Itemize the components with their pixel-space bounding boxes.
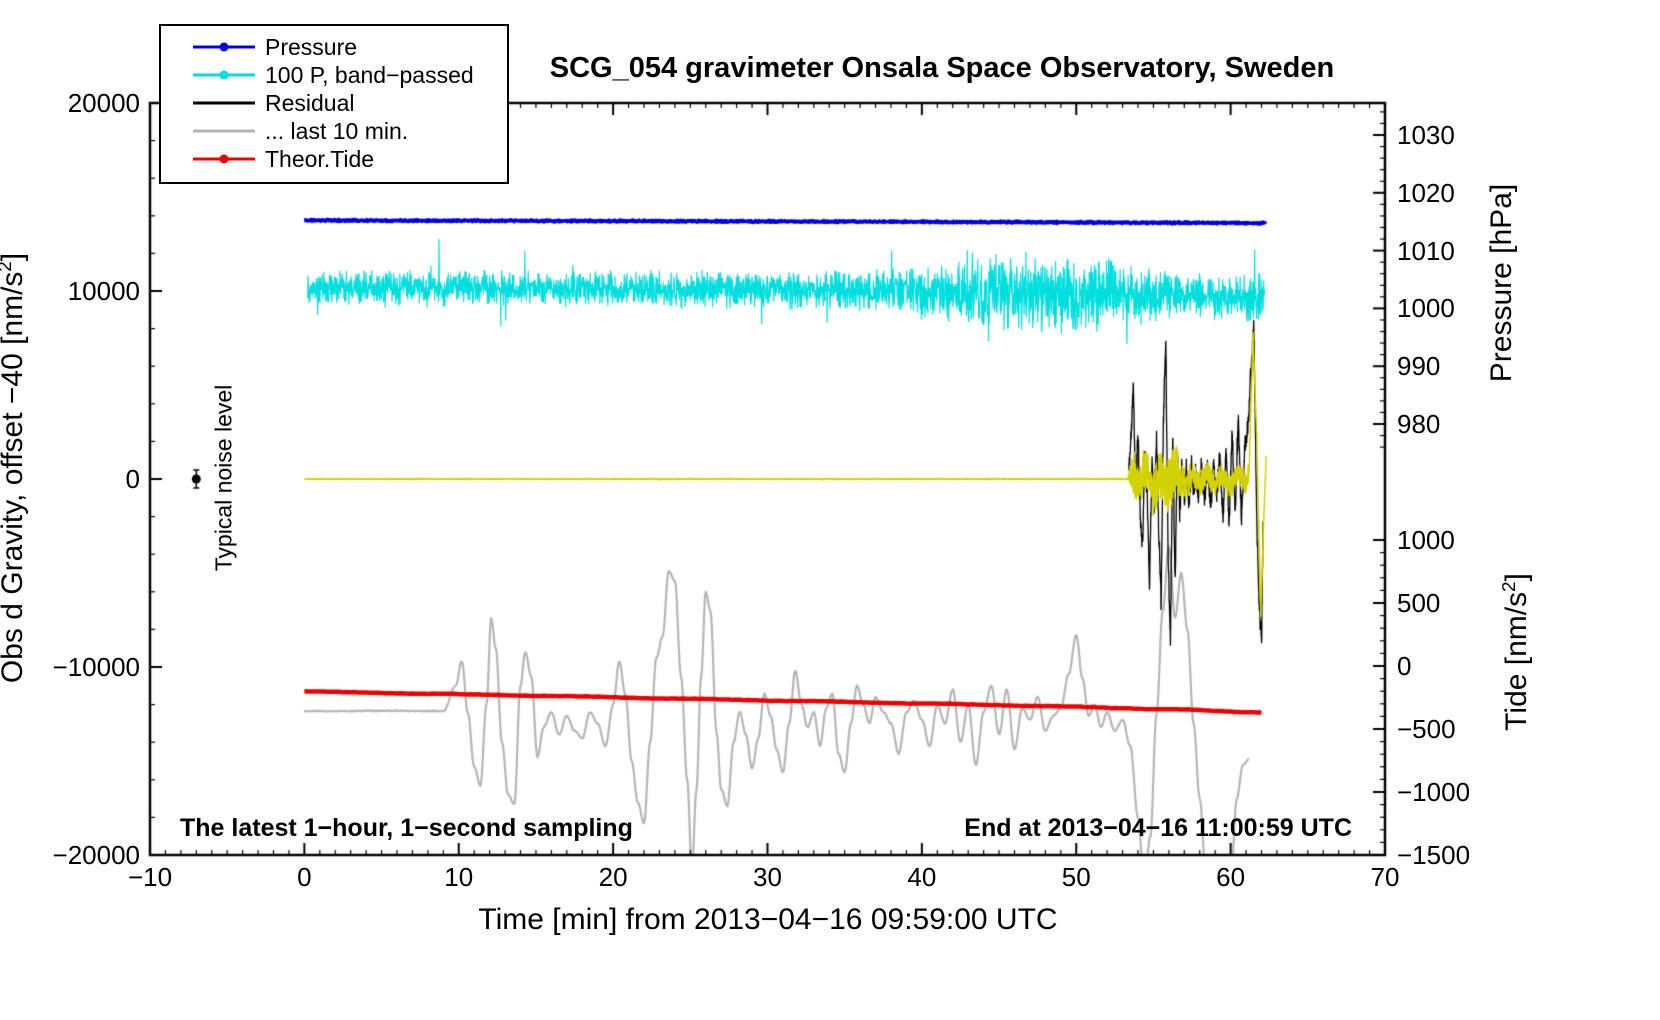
x-tick-label: 20: [598, 862, 628, 892]
y-left-tick-label: −20000: [52, 840, 140, 870]
sampling-annotation: The latest 1−hour, 1−second sampling: [180, 814, 633, 842]
legend-label: 100 P, band−passed: [265, 61, 474, 88]
legend-line: [193, 129, 255, 133]
y-axis-label-gravity: Obs d Gravity, offset −40 [nm/s2]: [0, 253, 30, 683]
tide-tick-label: −500: [1397, 714, 1456, 744]
x-tick-label: 0: [297, 862, 312, 892]
y-left-tick-label: 0: [125, 464, 140, 494]
x-tick-label: 10: [444, 862, 474, 892]
legend-swatch: [193, 145, 255, 173]
y-axis-label-tide: Tide [nm/s2]: [1498, 573, 1534, 731]
x-tick-label: 50: [1061, 862, 1091, 892]
tide-label-text: Tide [nm/s: [1500, 591, 1533, 731]
y-axis-label-text: Obs d Gravity, offset −40 [nm/s: [0, 271, 29, 684]
y-left-tick-label: −10000: [52, 652, 140, 682]
legend-marker-dot: [219, 42, 229, 52]
legend-swatch: [193, 117, 255, 145]
legend-item-2: Residual: [161, 89, 507, 117]
tide-tick-label: 500: [1397, 588, 1441, 618]
legend-swatch: [193, 33, 255, 61]
pressure-tick-label: 980: [1397, 409, 1441, 439]
noise-level-label: Typical noise level: [210, 384, 237, 572]
legend-label: Residual: [265, 89, 355, 116]
y-axis-label-close: ]: [0, 253, 29, 261]
tide-tick-label: −1000: [1397, 777, 1471, 807]
legend-label: ... last 10 min.: [265, 117, 409, 144]
pressure-tick-label: 1020: [1397, 177, 1455, 208]
pressure-tick-label: 1010: [1397, 235, 1455, 266]
y-axis-label-pressure: Pressure [hPa]: [1485, 183, 1518, 383]
x-tick-label: −10: [127, 862, 173, 892]
legend-marker-dot: [219, 70, 229, 80]
legend-item-1: 100 P, band−passed: [161, 61, 507, 89]
pressure-tick-label: 990: [1397, 351, 1441, 382]
legend-label: Theor.Tide: [265, 145, 375, 172]
tide-label-sup: 2: [1498, 581, 1519, 592]
x-tick-label: 60: [1216, 862, 1246, 892]
y-left-tick-label: 10000: [67, 276, 140, 306]
x-tick-label: 70: [1370, 862, 1400, 892]
legend-swatch: [193, 89, 255, 117]
tide-label-close: ]: [1500, 573, 1533, 582]
tide-tick-label: −1500: [1397, 840, 1471, 870]
pressure-tick-label: 1000: [1397, 293, 1455, 324]
pressure-tick-label: 1030: [1397, 120, 1455, 150]
x-tick-label: 30: [753, 862, 782, 892]
legend-swatch: [193, 61, 255, 89]
tide-tick-label: 0: [1397, 651, 1412, 681]
legend-line: [193, 101, 255, 105]
legend-marker-dot: [219, 154, 229, 164]
end-time-annotation: End at 2013−04−16 11:00:59 UTC: [964, 814, 1352, 842]
legend-item-0: Pressure: [161, 33, 507, 61]
y-left-tick-label: 20000: [67, 88, 140, 118]
tide-tick-label: 1000: [1397, 525, 1455, 555]
x-tick-label: 40: [907, 862, 937, 892]
legend-label: Pressure: [265, 33, 358, 60]
legend-item-4: Theor.Tide: [161, 145, 507, 173]
legend: Pressure 100 P, band−passed Residual... la…: [159, 24, 509, 184]
chart-title: SCG_054 gravimeter Onsala Space Observat…: [549, 52, 1335, 84]
y-axis-label-sup: 2: [0, 261, 15, 271]
legend-item-3: ... last 10 min.: [161, 117, 507, 145]
x-axis-label: Time [min] from 2013−04−16 09:59:00 UTC: [478, 903, 1058, 936]
